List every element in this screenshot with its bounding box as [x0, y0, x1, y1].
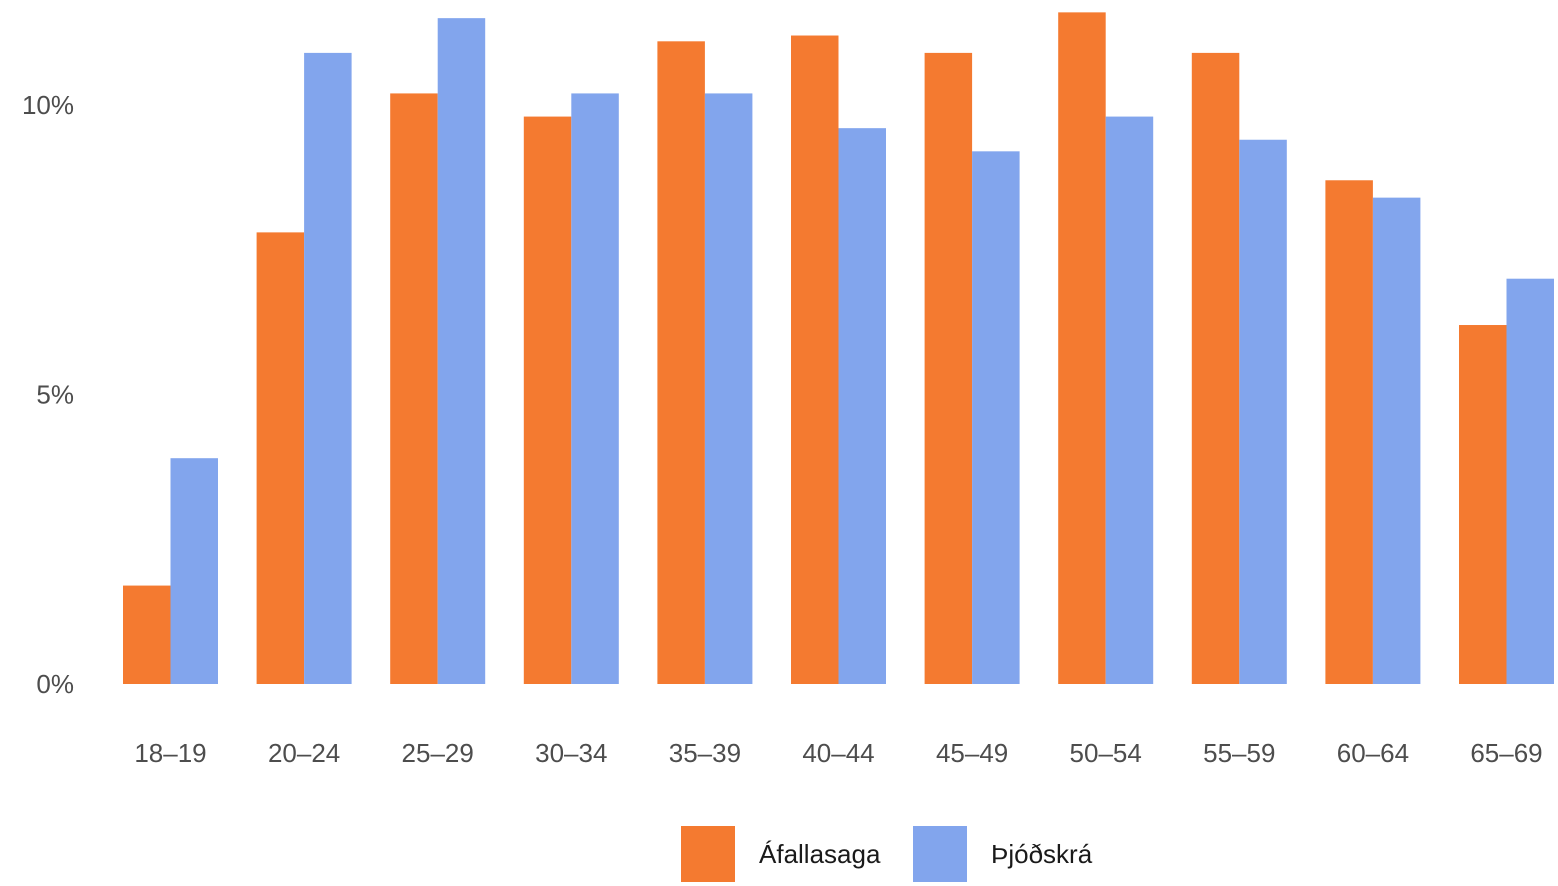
legend-label-thjodskra: Þjóðskrá [991, 838, 1093, 869]
legend-item-afallasaga: Áfallasaga [681, 826, 880, 882]
x-tick-label: 60–64 [1337, 738, 1409, 768]
bar-thjodskra [1239, 139, 1287, 685]
y-axis: 0% 5% 10% [22, 90, 74, 699]
bar-thjodskra [1506, 278, 1554, 684]
bar-afallasaga [791, 35, 839, 684]
y-tick-label: 0% [36, 669, 74, 699]
bar-thjodskra [972, 151, 1020, 684]
legend-swatch-thjodskra [913, 826, 967, 882]
bar-afallasaga [924, 52, 973, 684]
bar-thjodskra [437, 18, 486, 684]
x-tick-label: 40–44 [802, 738, 874, 768]
bar-afallasaga [1325, 180, 1373, 684]
y-tick-label: 5% [36, 380, 74, 410]
x-tick-label: 50–54 [1070, 738, 1142, 768]
bar-afallasaga [390, 93, 438, 685]
bar-afallasaga [1191, 52, 1240, 684]
bar-thjodskra [170, 458, 218, 684]
x-axis: 18–19 20–24 25–29 30–34 35–39 40–44 45–49 50–54… [134, 738, 1542, 768]
x-tick-label: 20–24 [268, 738, 340, 768]
bar-afallasaga [256, 232, 305, 684]
bar-chart: 0% 5% 10% 18–19 20–24 25–29 30–34 35–39 40–44 45… [22, 12, 1554, 768]
bar-afallasaga [1058, 12, 1106, 685]
legend-swatch-afallasaga [681, 826, 735, 882]
x-tick-label: 35–39 [669, 738, 741, 768]
legend-label-afallasaga: Áfallasaga [759, 838, 881, 869]
bar-afallasaga [1459, 325, 1507, 684]
bars [123, 12, 1554, 685]
bar-thjodskra [704, 93, 753, 685]
bar-thjodskra [838, 128, 886, 684]
x-tick-label: 25–29 [402, 738, 474, 768]
x-tick-label: 65–69 [1470, 738, 1542, 768]
bar-thjodskra [1105, 116, 1154, 684]
y-tick-label: 10% [22, 90, 74, 120]
x-tick-label: 30–34 [535, 738, 607, 768]
bar-thjodskra [1372, 197, 1421, 684]
bar-thjodskra [304, 52, 352, 684]
x-tick-label: 55–59 [1203, 738, 1275, 768]
bar-afallasaga [123, 585, 171, 684]
bar-afallasaga [657, 41, 705, 685]
legend-item-thjodskra: Þjóðskrá [913, 826, 1092, 882]
bar-thjodskra [571, 93, 619, 685]
x-tick-label: 18–19 [134, 738, 206, 768]
x-tick-label: 45–49 [936, 738, 1008, 768]
bar-afallasaga [523, 116, 572, 684]
legend: Áfallasaga Þjóðskrá [0, 826, 1558, 886]
